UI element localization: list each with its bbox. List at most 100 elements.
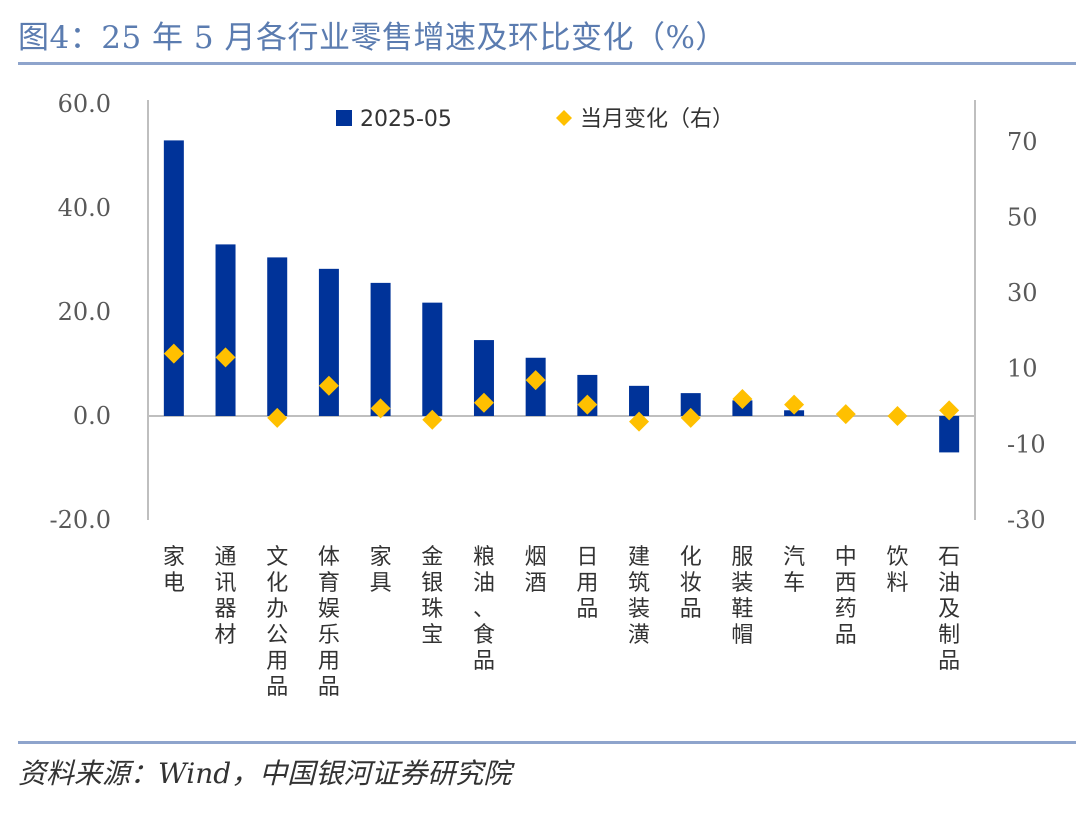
right-tick-label: 30 [1007,279,1038,307]
category-char: 中 [835,545,857,570]
category-char: 通 [215,545,237,570]
category-char: 化 [680,545,702,570]
category-char: 乐 [318,623,340,648]
category-label: 日用品 [576,545,598,622]
category-char: 装 [628,597,650,622]
category-char: 及 [938,597,960,622]
legend-marker-swatch [556,110,572,126]
bar [267,257,288,416]
category-char: 用 [318,649,340,674]
category-char: 办 [266,597,288,622]
bar [215,244,236,416]
footer-divider [18,741,1076,744]
category-char: 品 [680,597,702,622]
category-char: 妆 [680,571,702,596]
change-point [887,406,908,426]
category-char: 育 [318,571,340,596]
category-char: 车 [783,571,805,596]
category-char: 讯 [215,571,237,596]
category-char: 金 [421,545,443,570]
bar [370,282,391,416]
legend-bar-swatch [336,110,352,126]
bar [629,385,650,416]
category-char: 器 [215,597,237,622]
bar [939,416,960,453]
category-char: 饮 [886,545,908,570]
category-label: 烟酒 [525,545,547,596]
change-point [629,411,650,432]
category-char: 制 [938,623,960,648]
category-label: 汽车 [783,545,805,596]
category-label: 粮油、食品 [473,545,495,674]
left-tick-label: 20.0 [58,298,111,326]
category-char: 娱 [318,597,340,622]
category-char: 石 [938,545,960,570]
category-labels: 家电通讯器材文化办公用品体育娱乐用品家具金银珠宝粮油、食品烟酒日用品建筑装潢化妆… [163,545,960,700]
category-char: 用 [576,571,598,596]
chart-title: 图4：25 年 5 月各行业零售增速及环比变化（%） [18,20,727,56]
category-char: 、 [473,597,495,622]
category-char: 料 [886,571,908,596]
right-tick-label: -30 [1007,506,1046,534]
legend-marker-label: 当月变化（右） [580,107,734,132]
category-char: 药 [835,597,857,622]
category-char: 珠 [421,597,443,622]
change-point [163,343,184,364]
bar-series [163,140,960,453]
title-divider [18,62,1076,65]
category-char: 西 [835,571,857,596]
right-tick-label: -10 [1007,430,1046,458]
change-point [732,388,753,409]
category-char: 具 [370,571,392,596]
chart-legend: 2025-05 当月变化（右） [336,107,734,132]
category-char: 品 [473,649,495,674]
bar [318,268,339,416]
category-label: 化妆品 [680,545,702,622]
category-char: 筑 [628,571,650,596]
category-char: 帽 [731,623,753,648]
change-point [835,404,856,425]
bar [473,340,494,416]
category-char: 品 [318,675,340,700]
change-point [370,398,391,419]
left-tick-label: -20.0 [49,506,111,534]
right-tick-label: 50 [1007,203,1038,231]
category-char: 品 [835,623,857,648]
bar [163,140,184,416]
left-tick-label: 0.0 [73,402,111,430]
change-point [267,407,288,428]
change-point [939,400,960,421]
category-char: 品 [266,675,288,700]
change-point [577,394,598,415]
category-char: 酒 [525,571,547,596]
chart-axes: 60.0 40.0 20.0 0.0 -20.0 70 50 30 10 -10 -30 [49,90,1045,534]
category-char: 家 [163,545,185,570]
category-char: 银 [421,571,443,596]
category-char: 粮 [473,545,495,570]
category-char: 体 [318,545,340,570]
category-char: 油 [473,571,495,596]
category-char: 用 [266,649,288,674]
source-note: 资料来源：Wind，中国银河证券研究院 [18,757,512,790]
left-tick-label: 60.0 [58,90,111,118]
bar-chart: 60.0 40.0 20.0 0.0 -20.0 70 50 30 10 -10 -30 2025-… [49,90,1045,700]
category-char: 品 [938,649,960,674]
change-point [680,407,701,428]
change-point [784,394,805,415]
category-char: 鞋 [731,597,753,622]
category-char: 公 [266,623,288,648]
category-char: 材 [215,623,237,648]
change-point [215,347,236,368]
category-char: 家 [370,545,392,570]
change-series [163,343,960,432]
category-char: 品 [576,597,598,622]
category-char: 潢 [628,623,650,648]
category-label: 家具 [370,545,392,596]
